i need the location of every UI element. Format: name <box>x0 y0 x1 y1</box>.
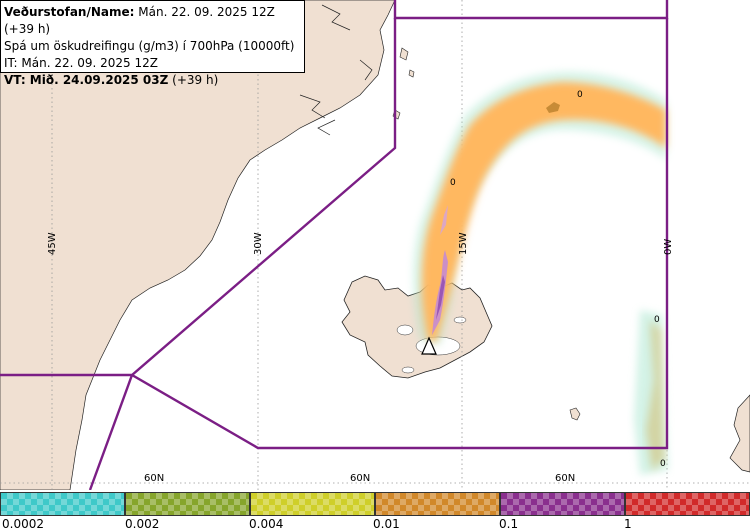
iceland-landmass <box>341 275 493 379</box>
contour-label-1: 0 <box>577 90 583 100</box>
legend-swatch-1 <box>0 492 125 516</box>
legend-swatch-5 <box>500 492 625 516</box>
legend-tick-1: 0.0002 <box>2 517 44 531</box>
meridian-label-15w: 15W <box>458 232 469 255</box>
legend-swatch-4 <box>375 492 500 516</box>
legend-tick-6: 1 <box>624 517 632 531</box>
meridian-label-45w: 45W <box>47 232 58 255</box>
legend-swatch-3 <box>250 492 375 516</box>
initial-time: IT: Mán. 22. 09. 2025 12Z <box>4 56 158 70</box>
legend-tick-2: 0.002 <box>125 517 160 531</box>
legend-tick-3: 0.004 <box>249 517 284 531</box>
meridian-label-0w: 0W <box>663 239 674 255</box>
ash-plume <box>413 71 668 475</box>
concentration-legend: 0.0002 0.002 0.004 0.01 0.1 1 <box>0 490 750 532</box>
contour-label-3: 0 <box>654 315 660 325</box>
legend-tick-5: 0.1 <box>499 517 519 531</box>
legend-tick-4: 0.01 <box>373 517 400 531</box>
parallel-label-2: 60N <box>350 473 370 484</box>
legend-swatch-6 <box>625 492 750 516</box>
parallel-label-1: 60N <box>144 473 164 484</box>
forecast-info-box: Veðurstofan/Name: Mán. 22. 09. 2025 12Z … <box>0 0 305 87</box>
valid-time-label: VT: Mið. 24.09.2025 03Z <box>4 73 169 87</box>
forecast-description: Spá um öskudreifingu (g/m3) í 700hPa (10… <box>4 39 295 53</box>
parallel-label-3: 60N <box>555 473 575 484</box>
ash-dispersion-map: 0 0 0 0 45W 30W 15W 0W 60N 60N 60N <box>0 0 750 490</box>
meridian-label-30w: 30W <box>253 232 264 255</box>
legend-swatch-2 <box>125 492 250 516</box>
issuer-label: Veðurstofan/Name: <box>4 5 135 19</box>
valid-time-offset: (+39 h) <box>168 73 219 87</box>
contour-label-2: 0 <box>450 178 456 188</box>
volcano-triangle-icon <box>421 336 437 355</box>
greenland-landmass <box>0 0 396 490</box>
fir-boundary <box>0 0 669 490</box>
contour-label-4: 0 <box>660 459 666 469</box>
issue-time: Mán. 22. 09. 2025 12Z (+39 h) <box>4 5 275 36</box>
